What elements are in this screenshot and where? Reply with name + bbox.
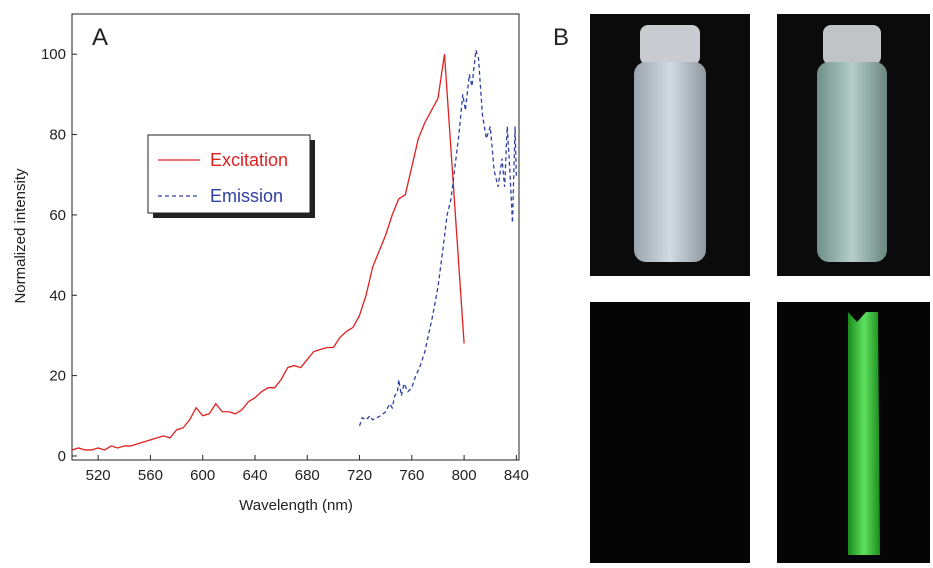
legend-label: Excitation — [210, 150, 288, 170]
legend: Excitation Emission — [158, 150, 288, 206]
x-tick-label: 760 — [399, 467, 424, 484]
vial-cap — [823, 25, 881, 65]
x-axis-label: Wavelength (nm) — [239, 497, 353, 514]
vial — [817, 62, 887, 262]
y-tick-label: 60 — [49, 207, 66, 224]
y-tick-label: 100 — [41, 46, 66, 63]
x-tick-label: 680 — [295, 467, 320, 484]
data-line — [358, 49, 518, 427]
x-tick-label: 600 — [190, 467, 215, 484]
x-tick-label: 840 — [504, 467, 529, 484]
photo-grid — [590, 14, 930, 563]
x-tick-label: 520 — [86, 467, 111, 484]
panel-label: A — [92, 24, 108, 51]
y-tick-label: 0 — [58, 448, 66, 465]
y-tick-label: 20 — [49, 368, 66, 385]
x-tick-label: 800 — [452, 467, 477, 484]
plot-frame — [71, 13, 520, 461]
x-tick-label: 640 — [242, 467, 267, 484]
legend-box — [147, 134, 311, 214]
glowing-vial — [848, 312, 880, 555]
data-line — [71, 54, 465, 451]
legend-label: Emission — [210, 186, 283, 206]
x-tick-label: 720 — [347, 467, 372, 484]
y-tick-label: 40 — [49, 287, 66, 304]
x-tick-label: 560 — [138, 467, 163, 484]
panel-label: B — [553, 24, 569, 51]
y-axis-label: Normalized intensity — [12, 168, 29, 304]
vial — [634, 62, 706, 262]
y-tick-label: 80 — [49, 127, 66, 144]
vial-cap — [640, 25, 700, 65]
